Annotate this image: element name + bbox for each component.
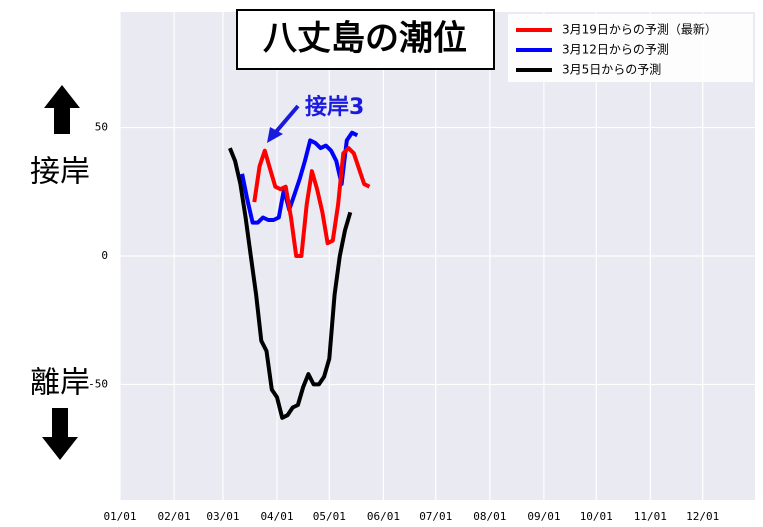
grid bbox=[119, 12, 755, 500]
x-tick-label: 06/01 bbox=[367, 510, 400, 523]
legend-label: 3月19日からの予測（最新） bbox=[562, 22, 717, 37]
series-line bbox=[240, 130, 359, 225]
chart-title: 八丈島の潮位 bbox=[263, 19, 467, 59]
x-tick-label: 02/01 bbox=[158, 510, 191, 523]
legend-label: 3月5日からの予測 bbox=[562, 63, 661, 77]
x-tick-label: 09/01 bbox=[527, 510, 560, 523]
legend: 3月19日からの予測（最新） 3月12日からの予測 3月5日からの予測 bbox=[508, 14, 753, 82]
series-line bbox=[252, 146, 371, 258]
legend-label: 3月12日からの予測 bbox=[562, 43, 669, 57]
callout-arrow bbox=[273, 104, 300, 135]
x-tick-label: 07/01 bbox=[419, 510, 452, 523]
up-arrow bbox=[44, 85, 80, 134]
series-line bbox=[228, 147, 353, 420]
x-tick-label: 12/01 bbox=[686, 510, 719, 523]
lines bbox=[228, 130, 371, 420]
y-tick-label: -50 bbox=[88, 377, 108, 390]
down-label: 離岸 bbox=[30, 366, 90, 401]
x-tick-label: 08/01 bbox=[473, 510, 506, 523]
callout: 接岸3 bbox=[305, 95, 364, 120]
callout-arrowhead bbox=[267, 127, 283, 143]
title-box bbox=[236, 9, 495, 70]
x-tick-label: 01/01 bbox=[103, 510, 136, 523]
x-tick-label: 03/01 bbox=[206, 510, 239, 523]
down-arrow bbox=[42, 408, 78, 460]
up-label: 接岸 bbox=[30, 155, 90, 190]
y-tick-label: 50 bbox=[95, 121, 108, 134]
x-tick-label: 04/01 bbox=[260, 510, 293, 523]
x-tick-label: 10/01 bbox=[580, 510, 613, 523]
x-tick-label: 05/01 bbox=[313, 510, 346, 523]
y-tick-label: 0 bbox=[101, 249, 108, 262]
x-tick-label: 11/01 bbox=[634, 510, 667, 523]
